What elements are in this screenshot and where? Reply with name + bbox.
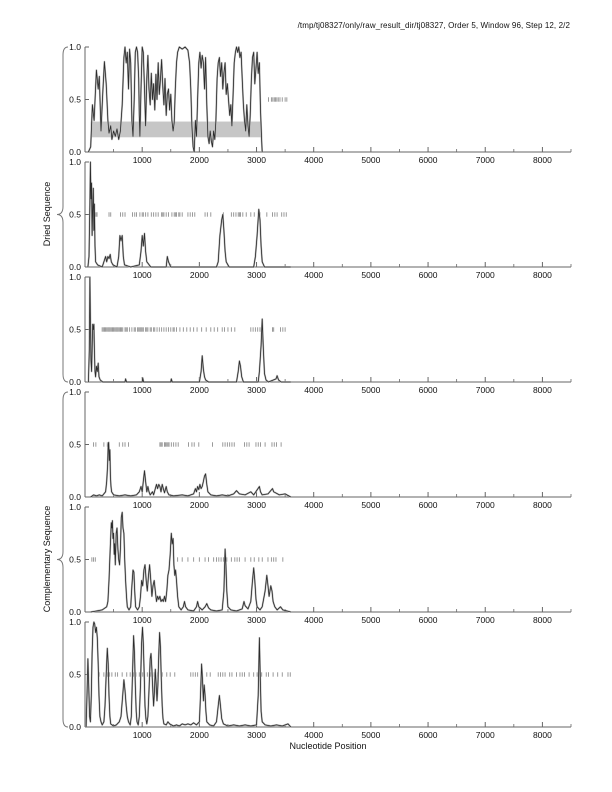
svg-text:0.0: 0.0 (69, 722, 81, 732)
svg-text:5000: 5000 (361, 155, 380, 165)
svg-text:1000: 1000 (133, 615, 152, 625)
svg-text:1000: 1000 (133, 385, 152, 395)
svg-text:1000: 1000 (133, 500, 152, 510)
svg-text:6000: 6000 (419, 155, 438, 165)
svg-text:1000: 1000 (133, 730, 152, 740)
svg-text:7000: 7000 (476, 500, 495, 510)
svg-text:2000: 2000 (190, 500, 209, 510)
panel-chart-1: 1.0 0.5 0.0 1000 2000 3000 4000 5000 6000 7000 800… (69, 42, 572, 165)
svg-text:3000: 3000 (247, 385, 266, 395)
svg-text:7000: 7000 (476, 155, 495, 165)
svg-text:5000: 5000 (361, 615, 380, 625)
svg-text:1.0: 1.0 (69, 157, 81, 167)
svg-text:5000: 5000 (361, 500, 380, 510)
svg-text:7000: 7000 (476, 615, 495, 625)
svg-text:0.0: 0.0 (69, 492, 81, 502)
svg-text:4000: 4000 (304, 500, 323, 510)
svg-text:8000: 8000 (533, 155, 552, 165)
svg-text:3000: 3000 (247, 155, 266, 165)
svg-text:1.0: 1.0 (69, 42, 81, 52)
svg-text:6000: 6000 (419, 730, 438, 740)
svg-text:2000: 2000 (190, 155, 209, 165)
svg-text:6000: 6000 (419, 615, 438, 625)
svg-text:1000: 1000 (133, 155, 152, 165)
svg-text:4000: 4000 (304, 155, 323, 165)
svg-text:7000: 7000 (476, 270, 495, 280)
svg-text:2000: 2000 (190, 270, 209, 280)
svg-text:8000: 8000 (533, 730, 552, 740)
svg-text:0.0: 0.0 (69, 607, 81, 617)
svg-text:3000: 3000 (247, 615, 266, 625)
svg-text:8000: 8000 (533, 270, 552, 280)
panel-chart-6: 1.0 0.5 0.0 1000 2000 3000 4000 5000 6000 7000 800… (69, 617, 572, 740)
svg-text:3000: 3000 (247, 500, 266, 510)
svg-text:5000: 5000 (361, 385, 380, 395)
svg-text:0.5: 0.5 (69, 555, 81, 565)
svg-text:1.0: 1.0 (69, 502, 81, 512)
svg-text:7000: 7000 (476, 385, 495, 395)
svg-text:0.5: 0.5 (69, 210, 81, 220)
panel-chart-5: 1.0 0.5 0.0 1000 2000 3000 4000 5000 6000 7000 800… (69, 502, 572, 625)
svg-text:1.0: 1.0 (69, 387, 81, 397)
svg-text:6000: 6000 (419, 385, 438, 395)
svg-text:4000: 4000 (304, 385, 323, 395)
svg-text:2000: 2000 (190, 615, 209, 625)
svg-text:8000: 8000 (533, 615, 552, 625)
svg-text:7000: 7000 (476, 730, 495, 740)
svg-text:0.0: 0.0 (69, 262, 81, 272)
panel-chart-2: 1.0 0.5 0.0 1000 2000 3000 4000 5000 6000 7000 800… (69, 157, 572, 280)
svg-text:0.0: 0.0 (69, 147, 81, 157)
svg-text:1000: 1000 (133, 270, 152, 280)
svg-text:3000: 3000 (247, 270, 266, 280)
svg-text:3000: 3000 (247, 730, 266, 740)
panel-chart-4: 1.0 0.5 0.0 1000 2000 3000 4000 5000 6000 7000 800… (69, 387, 572, 510)
svg-text:0.5: 0.5 (69, 670, 81, 680)
svg-text:4000: 4000 (304, 730, 323, 740)
svg-text:5000: 5000 (361, 270, 380, 280)
svg-text:1.0: 1.0 (69, 272, 81, 282)
svg-text:2000: 2000 (190, 730, 209, 740)
dried-sequence-label: Dried Sequence (42, 181, 52, 247)
complementary-sequence-label: Complementary Sequence (42, 505, 52, 613)
group-braces (56, 46, 69, 728)
svg-text:1.0: 1.0 (69, 617, 81, 627)
svg-text:0.5: 0.5 (69, 440, 81, 450)
svg-text:4000: 4000 (304, 615, 323, 625)
figure-title: /tmp/tj08327/only/raw_result_dir/tj08327… (297, 21, 570, 30)
x-axis-title: Nucleotide Position (289, 741, 367, 751)
svg-text:0.0: 0.0 (69, 377, 81, 387)
svg-text:6000: 6000 (419, 500, 438, 510)
svg-text:6000: 6000 (419, 270, 438, 280)
svg-text:8000: 8000 (533, 385, 552, 395)
svg-text:5000: 5000 (361, 730, 380, 740)
panel-chart-3: 1.0 0.5 0.0 1000 2000 3000 4000 5000 6000 7000 800… (69, 272, 572, 395)
svg-text:4000: 4000 (304, 270, 323, 280)
svg-text:2000: 2000 (190, 385, 209, 395)
svg-text:8000: 8000 (533, 500, 552, 510)
svg-text:0.5: 0.5 (69, 325, 81, 335)
svg-text:0.5: 0.5 (69, 95, 81, 105)
